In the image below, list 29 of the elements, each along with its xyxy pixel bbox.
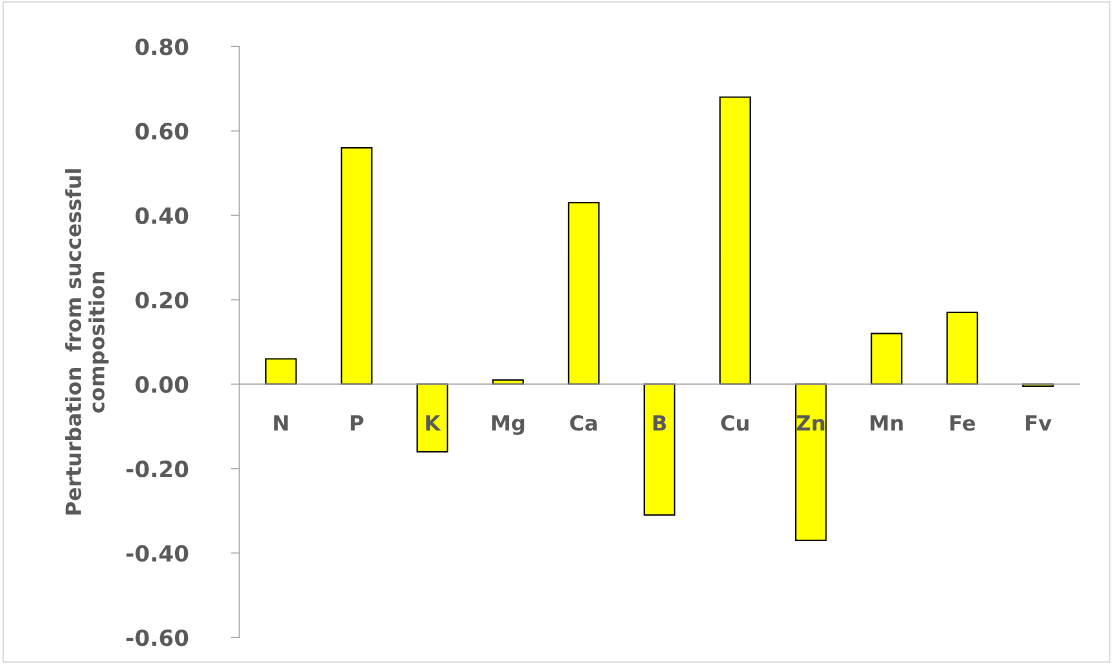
y-tick-label: -0.40 — [126, 544, 189, 562]
bar — [643, 383, 676, 516]
x-tick-label: K — [426, 415, 442, 431]
bar — [340, 147, 373, 385]
bar — [719, 96, 751, 385]
x-tick-label: N — [274, 415, 288, 431]
bar — [265, 358, 297, 385]
x-tick-label: Mg — [492, 415, 525, 435]
y-tick-label: -0.60 — [126, 629, 189, 647]
bar — [567, 201, 600, 385]
y-tick-label: 0.80 — [135, 38, 189, 56]
bar — [492, 379, 524, 385]
y-axis-title: Perturbation from successful composition — [65, 169, 109, 515]
bar — [795, 383, 827, 542]
bar — [416, 383, 449, 453]
bar — [870, 332, 903, 385]
x-tick-label: Ca — [570, 415, 597, 431]
x-tick-label: P — [350, 415, 364, 431]
x-tick-label: Fv — [1025, 415, 1052, 431]
x-tick-label: Cu — [721, 415, 749, 431]
x-tick-label: Fe — [950, 415, 976, 431]
x-tick-label: Mn — [870, 415, 903, 431]
y-tick-label: 0.60 — [135, 122, 189, 140]
y-tick-label: 0.00 — [135, 376, 189, 393]
x-tick-label: B — [653, 415, 666, 431]
bar — [946, 311, 979, 385]
y-tick-label: 0.20 — [135, 291, 189, 309]
y-tick-label: 0.40 — [135, 207, 189, 225]
y-tick-label: -0.20 — [126, 460, 189, 478]
